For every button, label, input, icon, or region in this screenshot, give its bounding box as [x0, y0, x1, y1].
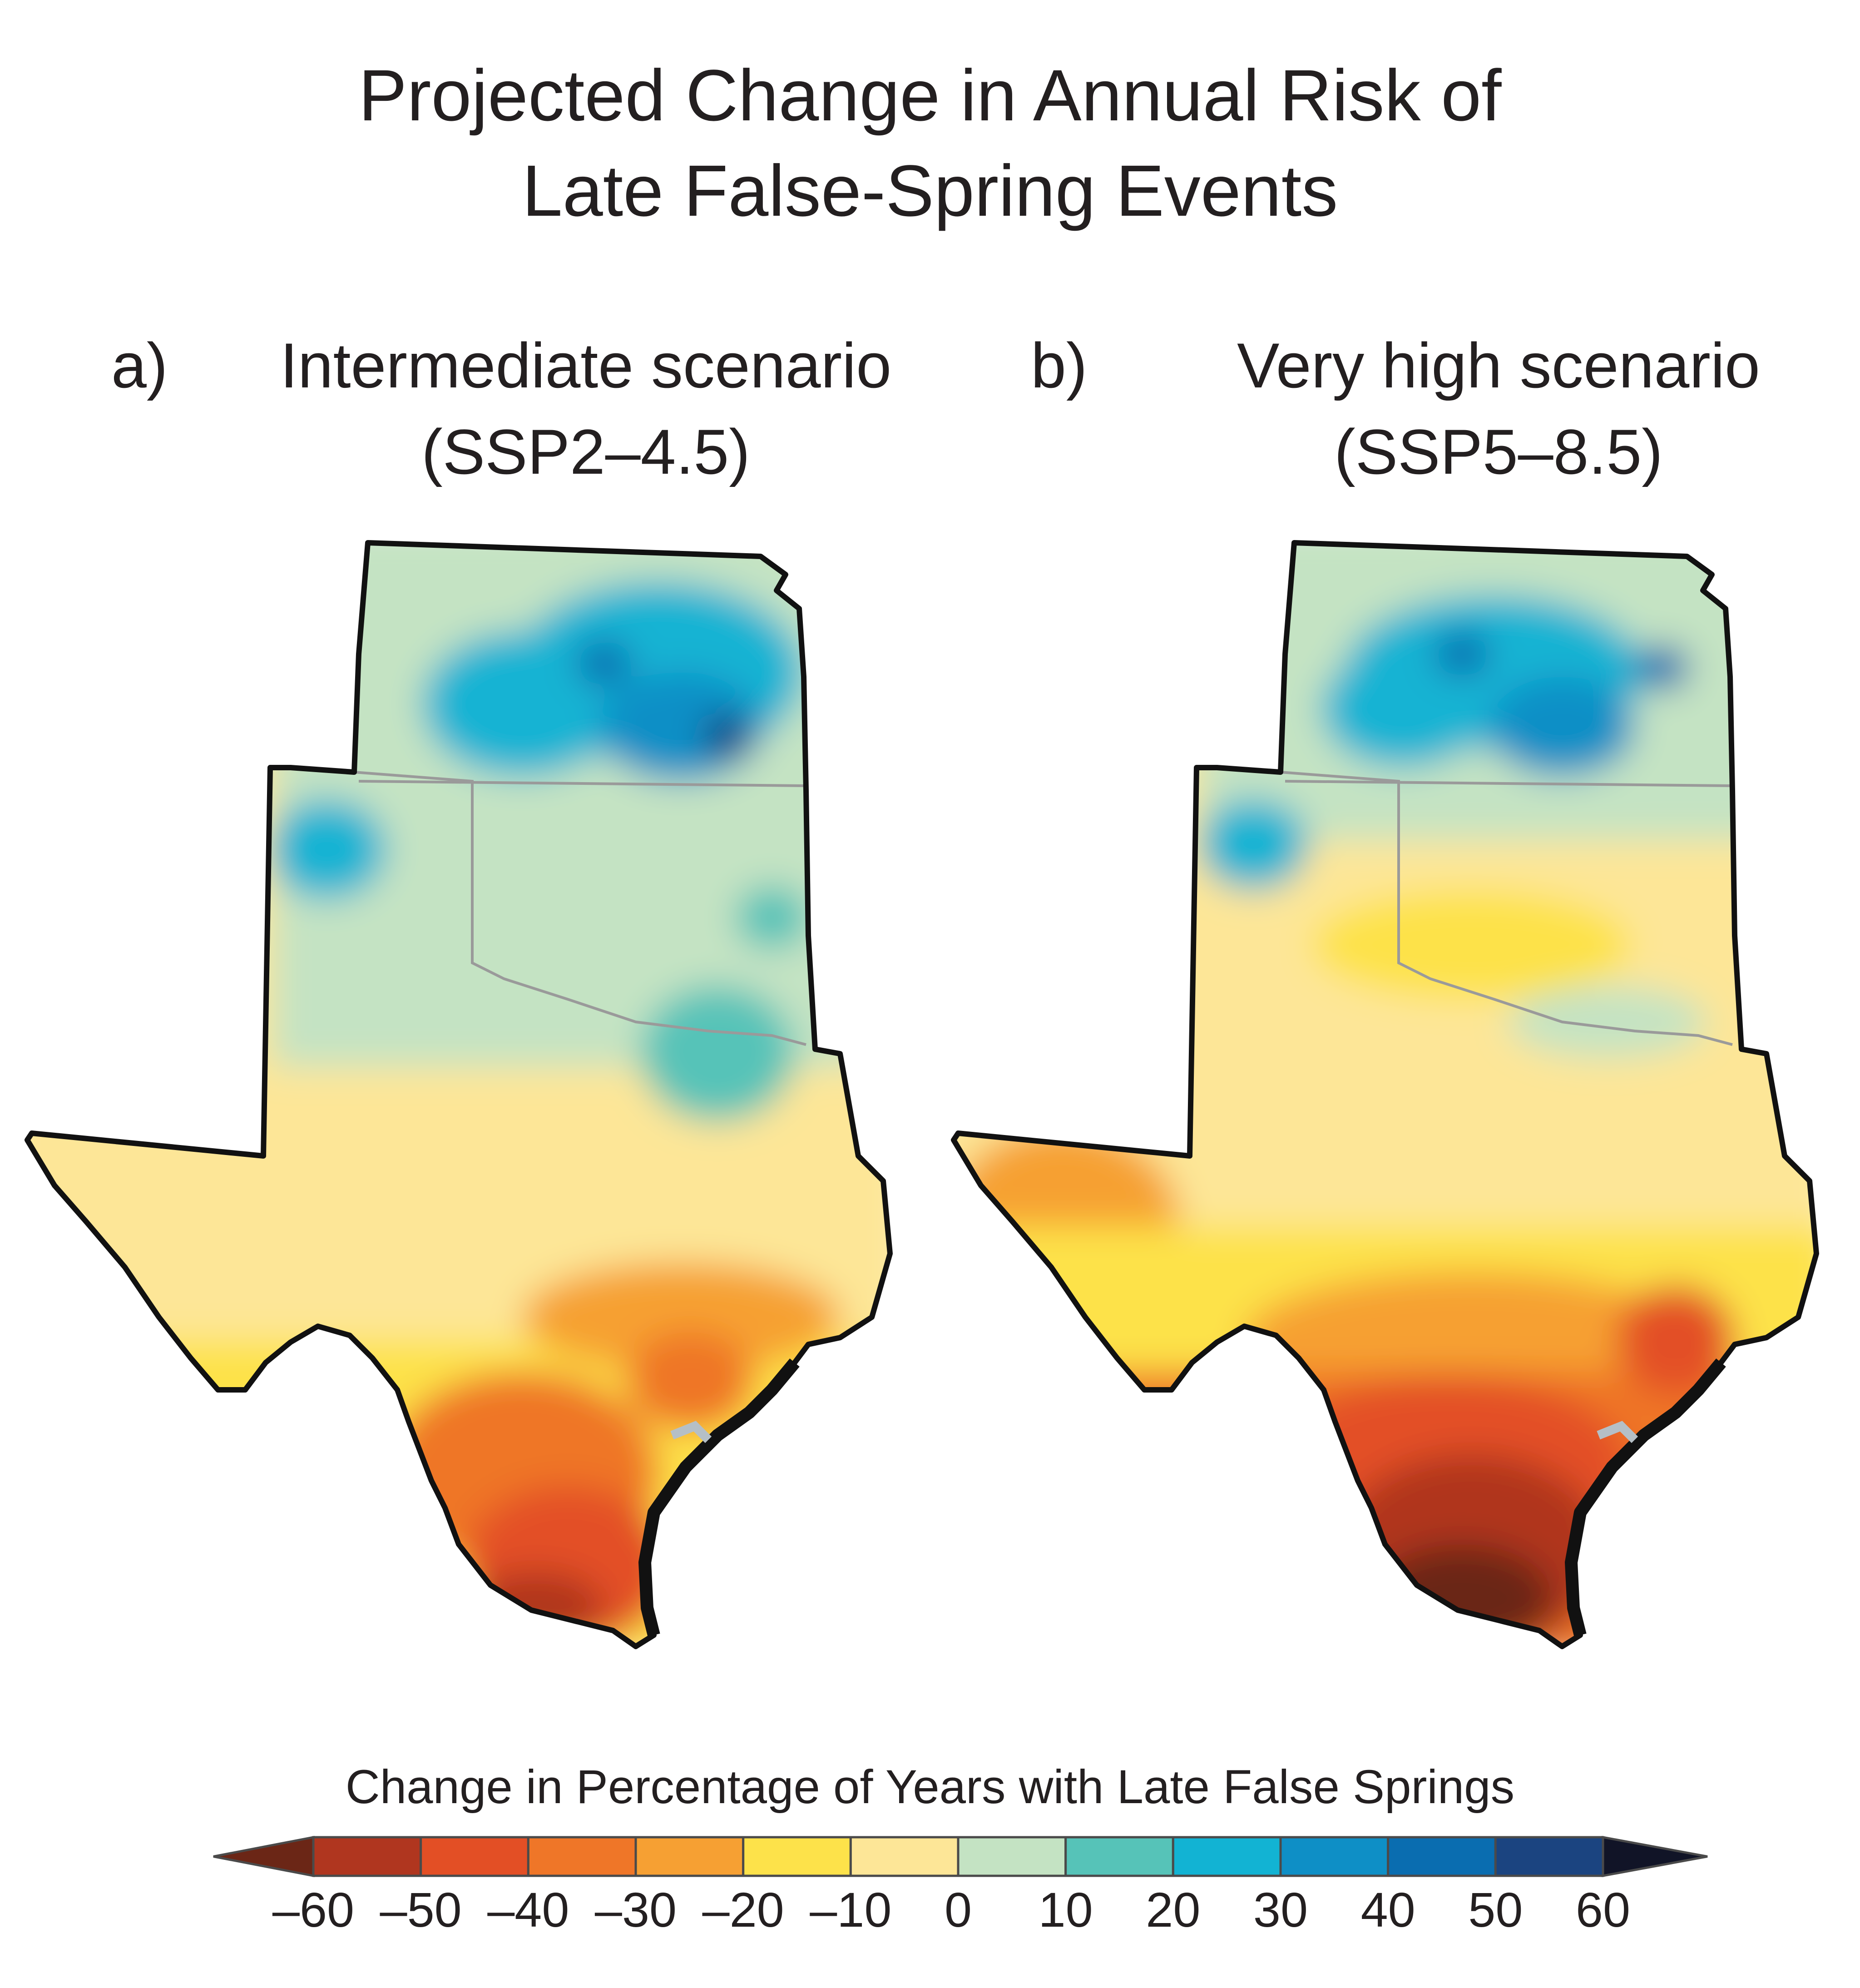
panel-b-subtitle: (SSP5–8.5) [1334, 416, 1663, 487]
coastline-panel-b [1565, 1358, 1726, 1637]
colorbar-segment [957, 1836, 1067, 1877]
colorbar-tick-label: 20 [1146, 1882, 1201, 1937]
panel-b-title: Very high scenario [1237, 330, 1760, 401]
state-border-panel-a [354, 771, 806, 1046]
state-border-panel-a [358, 780, 804, 787]
colorbar-tick-label: 0 [944, 1882, 972, 1937]
colorbar-segment [634, 1836, 745, 1877]
map-title-line-2: Late False-Spring Events [522, 150, 1338, 231]
colorbar-tick-label: 30 [1253, 1882, 1308, 1937]
colorbar-segment [742, 1836, 852, 1877]
map-title-line-1: Projected Change in Annual Risk of [358, 55, 1502, 136]
colorbar-segment [1064, 1836, 1174, 1877]
colorbar-tick-label: –30 [594, 1882, 677, 1937]
panel-a-subtitle: (SSP2–4.5) [421, 416, 750, 487]
colorbar-tick-label: 60 [1575, 1882, 1631, 1937]
legend-title: Change in Percentage of Years with Late … [345, 1760, 1515, 1814]
colorbar-arrow-high [1602, 1835, 1708, 1878]
colorbar-arrow-low [213, 1835, 315, 1878]
panel-b-letter: b) [1031, 330, 1088, 401]
colorbar-segment [1387, 1836, 1497, 1877]
colorbar-tick-label: –60 [272, 1882, 355, 1937]
colorbar-tick-label: 10 [1038, 1882, 1093, 1937]
colorbar-tick-label: –20 [702, 1882, 784, 1937]
colorbar-segment [1279, 1836, 1390, 1877]
state-border-panel-b [1280, 771, 1733, 1046]
panel-a-letter: a) [111, 330, 168, 401]
state-border-panel-b [1285, 780, 1731, 787]
panel-a-title: Intermediate scenario [280, 330, 892, 401]
colorbar-tick-label: –40 [487, 1882, 569, 1937]
colorbar-tick-label: 50 [1468, 1882, 1523, 1937]
coastal-water-panel-a [670, 1421, 712, 1443]
colorbar-segment [849, 1836, 960, 1877]
colorbar-tick-label: –50 [380, 1882, 462, 1937]
colorbar-tick-label: 40 [1360, 1882, 1415, 1937]
coastline-panel-a [638, 1358, 800, 1637]
colorbar-segment [1172, 1836, 1282, 1877]
colorbar-segment [1494, 1836, 1604, 1877]
maps-svg [0, 0, 1860, 1726]
colorbar-segment [420, 1836, 529, 1877]
colorbar-segment [312, 1836, 422, 1877]
coastal-water-panel-b [1597, 1421, 1638, 1443]
colorbar-tick-label: –10 [810, 1882, 892, 1937]
colorbar-segment [527, 1836, 637, 1877]
